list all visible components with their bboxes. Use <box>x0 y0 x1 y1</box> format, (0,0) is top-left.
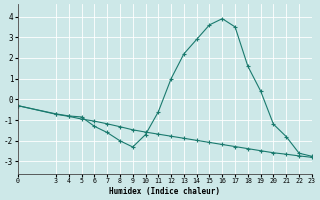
X-axis label: Humidex (Indice chaleur): Humidex (Indice chaleur) <box>109 187 220 196</box>
